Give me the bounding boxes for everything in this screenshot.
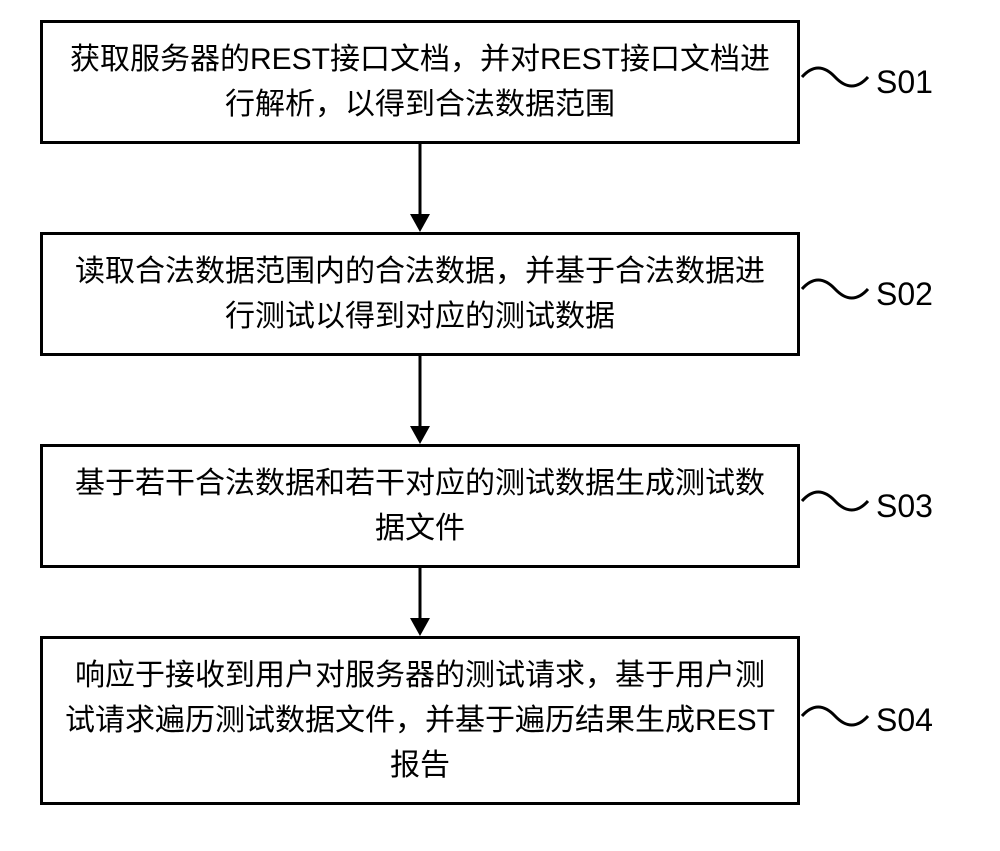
wave-connector-icon xyxy=(800,696,870,746)
step-text: 响应于接收到用户对服务器的测试请求，基于用户测试请求遍历测试数据文件，并基于遍历… xyxy=(65,659,775,782)
arrow-down-icon xyxy=(400,356,440,444)
label-group-3: S03 xyxy=(800,481,933,531)
step-label: S01 xyxy=(876,64,933,101)
step-box-1: 获取服务器的REST接口文档，并对REST接口文档进行解析，以得到合法数据范围 xyxy=(40,20,800,144)
arrow-wrap-3 xyxy=(40,568,800,636)
step-box-3: 基于若干合法数据和若干对应的测试数据生成测试数据文件 xyxy=(40,444,800,568)
arrow-wrap-1 xyxy=(40,144,800,232)
flowchart-container: 获取服务器的REST接口文档，并对REST接口文档进行解析，以得到合法数据范围 … xyxy=(40,20,960,805)
step-row-4: 响应于接收到用户对服务器的测试请求，基于用户测试请求遍历测试数据文件，并基于遍历… xyxy=(40,636,960,805)
step-row-2: 读取合法数据范围内的合法数据，并基于合法数据进行测试以得到对应的测试数据 S02 xyxy=(40,232,960,356)
wave-connector-icon xyxy=(800,269,870,319)
step-row-1: 获取服务器的REST接口文档，并对REST接口文档进行解析，以得到合法数据范围 … xyxy=(40,20,960,144)
arrow-down-icon xyxy=(400,568,440,636)
step-box-4: 响应于接收到用户对服务器的测试请求，基于用户测试请求遍历测试数据文件，并基于遍历… xyxy=(40,636,800,805)
arrow-wrap-2 xyxy=(40,356,800,444)
step-label: S03 xyxy=(876,488,933,525)
wave-connector-icon xyxy=(800,481,870,531)
label-group-2: S02 xyxy=(800,269,933,319)
label-group-1: S01 xyxy=(800,57,933,107)
arrow-down-icon xyxy=(400,144,440,232)
step-label: S04 xyxy=(876,702,933,739)
step-label: S02 xyxy=(876,276,933,313)
label-group-4: S04 xyxy=(800,696,933,746)
step-box-2: 读取合法数据范围内的合法数据，并基于合法数据进行测试以得到对应的测试数据 xyxy=(40,232,800,356)
step-text: 读取合法数据范围内的合法数据，并基于合法数据进行测试以得到对应的测试数据 xyxy=(75,255,765,333)
wave-connector-icon xyxy=(800,57,870,107)
step-text: 获取服务器的REST接口文档，并对REST接口文档进行解析，以得到合法数据范围 xyxy=(70,43,770,121)
step-text: 基于若干合法数据和若干对应的测试数据生成测试数据文件 xyxy=(75,467,765,545)
step-row-3: 基于若干合法数据和若干对应的测试数据生成测试数据文件 S03 xyxy=(40,444,960,568)
